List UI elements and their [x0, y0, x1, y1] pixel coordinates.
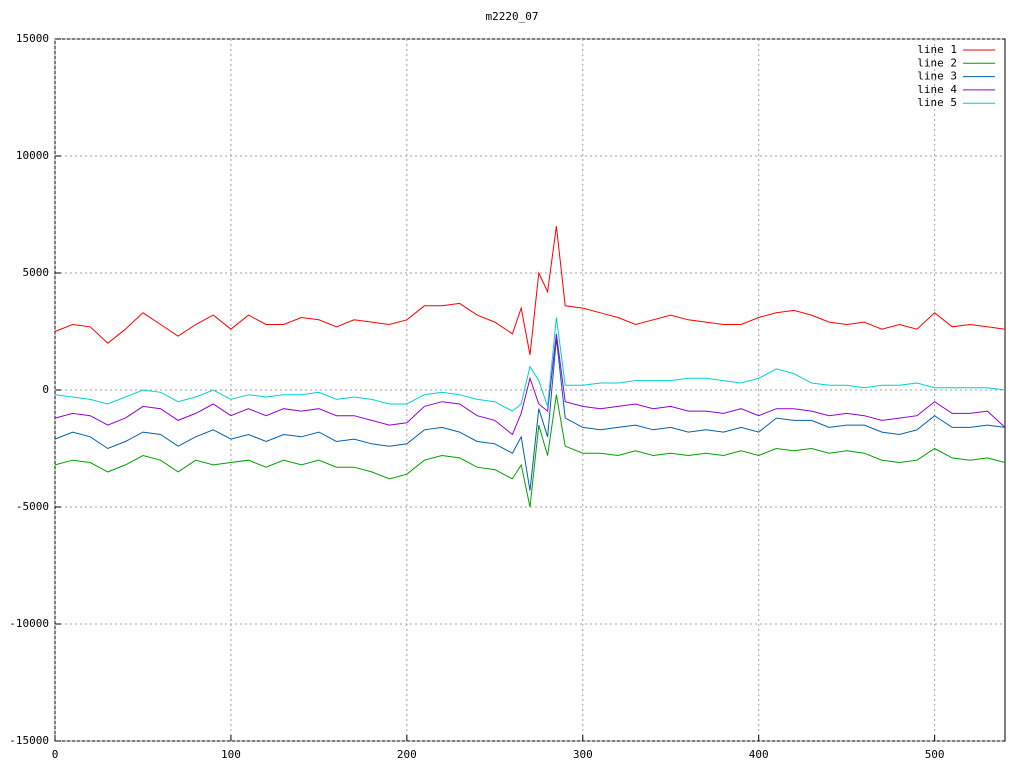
legend-label: line 3 [917, 70, 957, 83]
legend-label: line 2 [917, 56, 957, 69]
series-line [54, 394, 1006, 508]
y-tick-label: 5000 [23, 266, 50, 279]
y-tick-label: 15000 [16, 32, 49, 45]
legend-label: line 4 [917, 83, 957, 96]
x-tick-label: 500 [925, 748, 945, 761]
x-tick-label: 400 [749, 748, 769, 761]
y-tick-label: 10000 [16, 149, 49, 162]
x-tick-label: 100 [221, 748, 241, 761]
series-line [54, 338, 1006, 491]
x-tick-label: 0 [52, 748, 59, 761]
series-line [54, 317, 1006, 412]
chart-title: m2220_07 [486, 10, 539, 23]
y-tick-label: -5000 [16, 500, 49, 513]
series-line [54, 226, 1006, 355]
y-tick-label: -10000 [9, 617, 49, 630]
series-line [54, 333, 1006, 436]
y-tick-label: 0 [42, 383, 49, 396]
legend-label: line 5 [917, 96, 957, 109]
x-tick-label: 200 [397, 748, 417, 761]
x-tick-label: 300 [573, 748, 593, 761]
y-tick-label: -15000 [9, 734, 49, 747]
legend-label: line 1 [917, 43, 957, 56]
